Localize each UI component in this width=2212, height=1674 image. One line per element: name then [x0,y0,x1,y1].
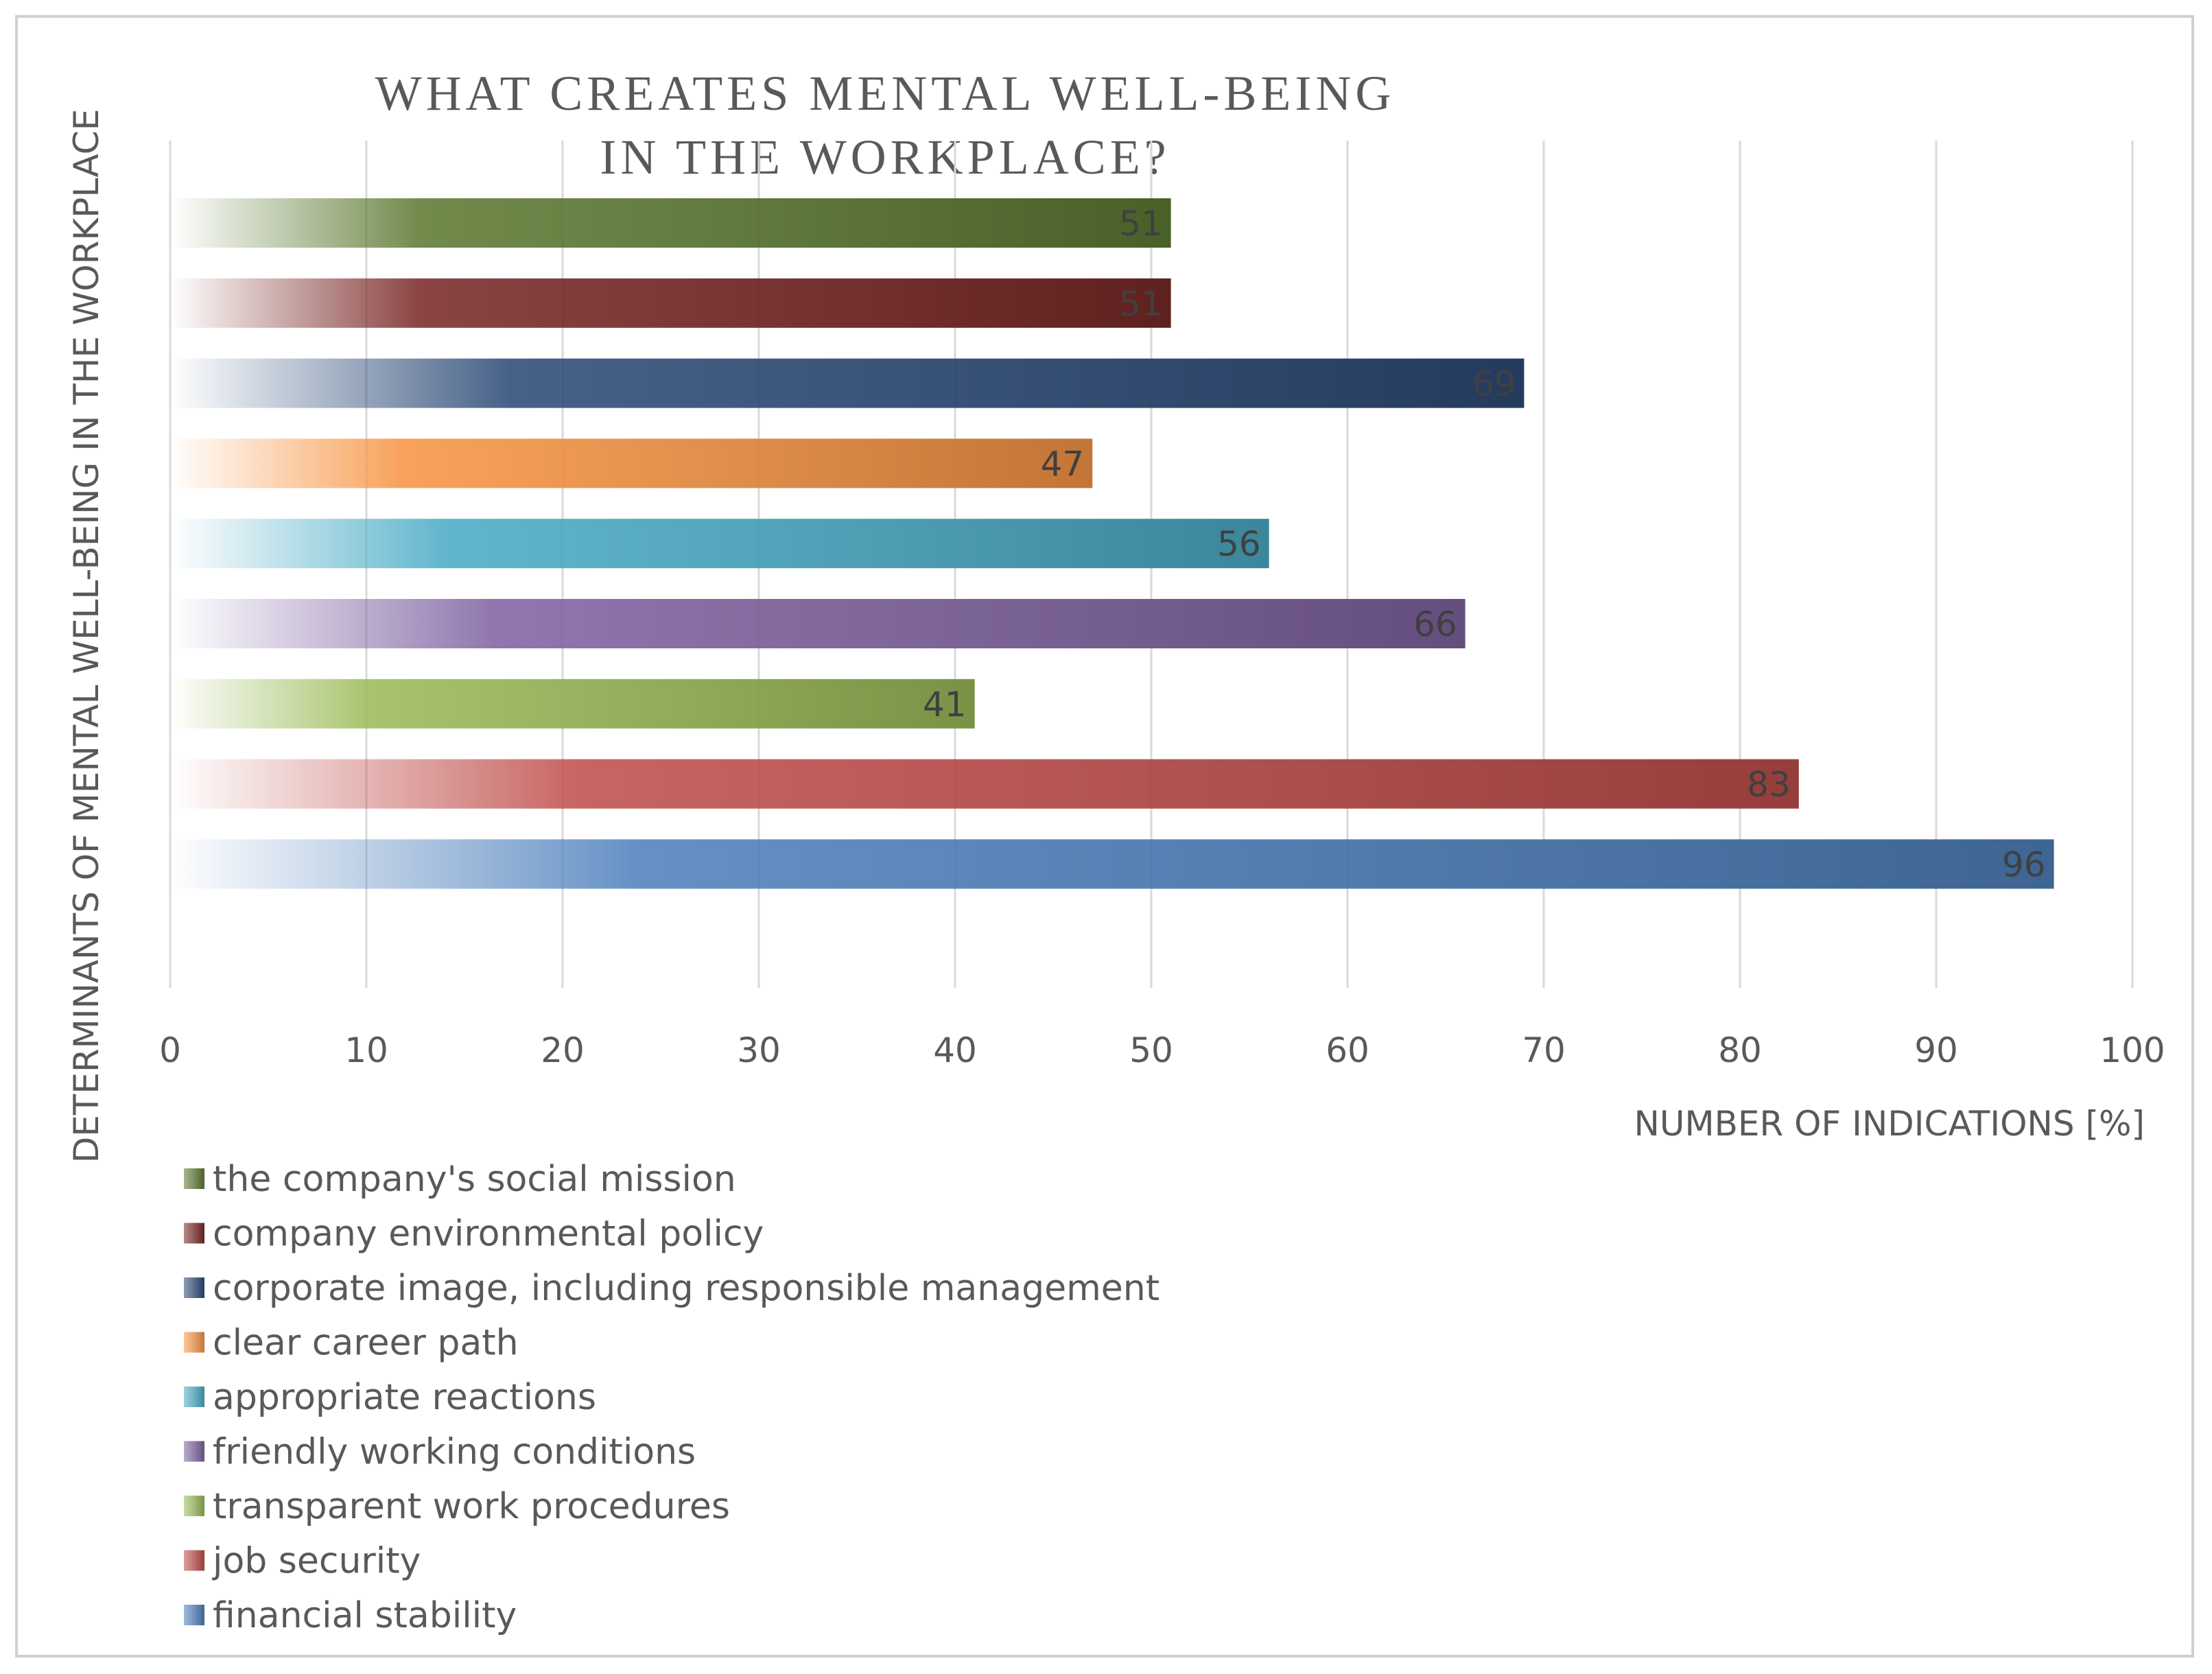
legend-swatch-9 [184,1605,204,1625]
chart-title-line-2: IN THE WORKPLACE? [600,130,1170,185]
data-label-1: 51 [1119,204,1163,244]
bar-4 [170,438,1093,488]
data-label-9: 96 [2002,845,2046,884]
legend-swatch-5 [184,1387,204,1407]
bar-6 [170,599,1466,648]
legend-label-2: company environmental policy [213,1214,764,1255]
bar-7 [170,679,975,729]
legend-label-6: friendly working conditions [213,1432,696,1473]
legend-swatch-3 [184,1277,204,1298]
x-tick-label: 80 [1718,1030,1762,1070]
bar-1 [170,198,1171,248]
legend-label-1: the company's social mission [213,1159,736,1200]
legend: the company's social mission company envi… [184,1159,1160,1636]
legend-swatch-8 [184,1550,204,1571]
data-label-2: 51 [1119,284,1163,324]
data-label-3: 69 [1472,364,1516,404]
x-tick-label: 60 [1326,1030,1369,1070]
legend-label-7: transparent work procedures [213,1486,730,1527]
legend-label-9: financial stability [213,1595,517,1636]
legend-label-4: clear career path [213,1323,519,1364]
bar-5 [170,519,1269,569]
bar-2 [170,278,1171,328]
legend-swatch-1 [184,1168,204,1189]
x-tick-label: 100 [2099,1030,2165,1070]
bar-8 [170,759,1799,809]
x-tick-label: 50 [1129,1030,1173,1070]
legend-label-8: job security [212,1541,421,1582]
bars [170,198,2054,889]
legend-swatch-6 [184,1441,204,1462]
legend-swatch-2 [184,1223,204,1244]
data-labels: 51 51 69 47 56 66 41 83 96 [923,204,2046,884]
x-tick-label: 70 [1522,1030,1566,1070]
x-tick-label: 90 [1914,1030,1958,1070]
x-tick-label: 10 [344,1030,388,1070]
chart-title-line-1: WHAT CREATES MENTAL WELL-BEING [375,66,1396,121]
data-label-6: 66 [1413,604,1457,644]
legend-label-5: appropriate reactions [213,1377,596,1418]
legend-swatch-7 [184,1496,204,1516]
data-label-4: 47 [1041,444,1085,484]
x-axis-ticks: 0 10 20 30 40 50 60 70 80 90 100 [159,1030,2165,1070]
legend-label-3: corporate image, including responsible m… [213,1268,1160,1309]
x-tick-label: 20 [541,1030,585,1070]
y-axis-title: DETERMINANTS OF MENTAL WELL-BEING IN THE… [67,109,106,1164]
data-label-5: 56 [1217,524,1261,564]
x-axis-title: NUMBER OF INDICATIONS [%] [1634,1104,2145,1144]
x-tick-label: 0 [159,1030,181,1070]
legend-swatch-4 [184,1332,204,1353]
x-tick-label: 40 [933,1030,977,1070]
bar-3 [170,358,1525,408]
data-label-8: 83 [1747,765,1791,805]
x-tick-label: 30 [737,1030,781,1070]
bar-9 [170,839,2054,889]
data-label-7: 41 [923,685,967,724]
